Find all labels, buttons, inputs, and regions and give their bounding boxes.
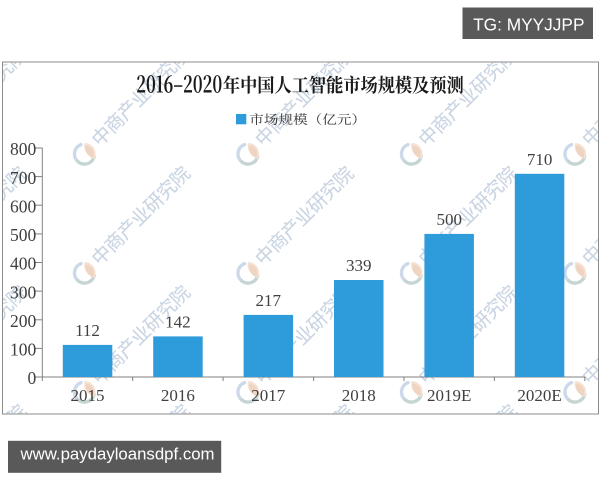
svg-text:217: 217 <box>256 291 282 310</box>
svg-text:300: 300 <box>10 282 37 302</box>
svg-text:700: 700 <box>10 168 37 188</box>
svg-text:2017: 2017 <box>251 386 286 405</box>
svg-text:710: 710 <box>527 150 553 169</box>
svg-text:500: 500 <box>10 225 37 245</box>
svg-text:2019E: 2019E <box>427 386 471 405</box>
svg-text:www.paydayloansdpf.com: www.paydayloansdpf.com <box>20 444 215 463</box>
svg-text:0: 0 <box>28 368 37 388</box>
svg-text:500: 500 <box>436 210 462 229</box>
svg-text:100: 100 <box>10 340 37 360</box>
svg-text:TG: MYYJJPP: TG: MYYJJPP <box>473 15 584 35</box>
svg-text:200: 200 <box>10 311 37 331</box>
svg-text:2015: 2015 <box>71 386 105 405</box>
svg-text:339: 339 <box>346 256 372 275</box>
svg-text:600: 600 <box>10 196 37 216</box>
svg-text:2018: 2018 <box>342 386 376 405</box>
svg-text:2016: 2016 <box>161 386 195 405</box>
svg-text:400: 400 <box>10 254 37 274</box>
svg-text:142: 142 <box>165 312 191 331</box>
svg-text:2020E: 2020E <box>517 386 561 405</box>
svg-text:800: 800 <box>10 139 37 159</box>
svg-text:112: 112 <box>75 321 100 340</box>
